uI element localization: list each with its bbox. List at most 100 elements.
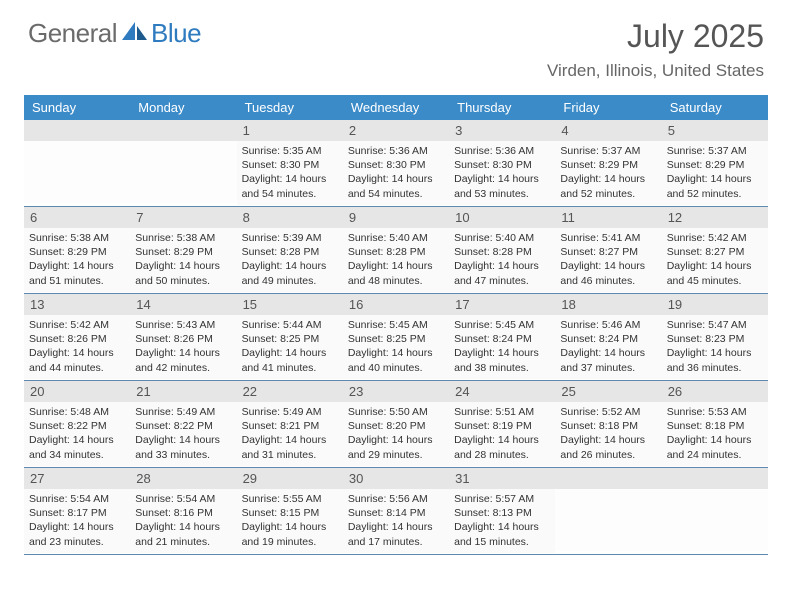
sunset-text: Sunset: 8:24 PM <box>560 332 657 346</box>
week-row: 13Sunrise: 5:42 AMSunset: 8:26 PMDayligh… <box>24 294 768 381</box>
sunset-text: Sunset: 8:30 PM <box>454 158 551 172</box>
sunset-text: Sunset: 8:18 PM <box>560 419 657 433</box>
day-body: Sunrise: 5:36 AMSunset: 8:30 PMDaylight:… <box>449 141 555 205</box>
daylight-text: Daylight: 14 hours and 42 minutes. <box>135 346 232 374</box>
daylight-text: Daylight: 14 hours and 54 minutes. <box>348 172 445 200</box>
day-body: Sunrise: 5:46 AMSunset: 8:24 PMDaylight:… <box>555 315 661 379</box>
sunrise-text: Sunrise: 5:40 AM <box>348 231 445 245</box>
day-number: 9 <box>343 207 449 228</box>
sunrise-text: Sunrise: 5:42 AM <box>667 231 764 245</box>
sunset-text: Sunset: 8:30 PM <box>242 158 339 172</box>
sunset-text: Sunset: 8:17 PM <box>29 506 126 520</box>
daylight-text: Daylight: 14 hours and 49 minutes. <box>242 259 339 287</box>
day-body: Sunrise: 5:40 AMSunset: 8:28 PMDaylight:… <box>449 228 555 292</box>
day-number: 21 <box>130 381 236 402</box>
daylight-text: Daylight: 14 hours and 46 minutes. <box>560 259 657 287</box>
day-body: Sunrise: 5:38 AMSunset: 8:29 PMDaylight:… <box>24 228 130 292</box>
sunset-text: Sunset: 8:29 PM <box>560 158 657 172</box>
sunrise-text: Sunrise: 5:46 AM <box>560 318 657 332</box>
daylight-text: Daylight: 14 hours and 37 minutes. <box>560 346 657 374</box>
sunset-text: Sunset: 8:26 PM <box>29 332 126 346</box>
day-body: Sunrise: 5:37 AMSunset: 8:29 PMDaylight:… <box>555 141 661 205</box>
day-cell <box>662 468 768 554</box>
daylight-text: Daylight: 14 hours and 47 minutes. <box>454 259 551 287</box>
sunrise-text: Sunrise: 5:57 AM <box>454 492 551 506</box>
daylight-text: Daylight: 14 hours and 17 minutes. <box>348 520 445 548</box>
sunrise-text: Sunrise: 5:44 AM <box>242 318 339 332</box>
daylight-text: Daylight: 14 hours and 33 minutes. <box>135 433 232 461</box>
sunset-text: Sunset: 8:22 PM <box>135 419 232 433</box>
day-cell: 30Sunrise: 5:56 AMSunset: 8:14 PMDayligh… <box>343 468 449 554</box>
day-body: Sunrise: 5:40 AMSunset: 8:28 PMDaylight:… <box>343 228 449 292</box>
sunset-text: Sunset: 8:28 PM <box>348 245 445 259</box>
sunrise-text: Sunrise: 5:43 AM <box>135 318 232 332</box>
daylight-text: Daylight: 14 hours and 24 minutes. <box>667 433 764 461</box>
day-cell: 19Sunrise: 5:47 AMSunset: 8:23 PMDayligh… <box>662 294 768 380</box>
title-block: July 2025 Virden, Illinois, United State… <box>547 18 764 81</box>
day-cell: 22Sunrise: 5:49 AMSunset: 8:21 PMDayligh… <box>237 381 343 467</box>
day-cell: 11Sunrise: 5:41 AMSunset: 8:27 PMDayligh… <box>555 207 661 293</box>
day-cell: 25Sunrise: 5:52 AMSunset: 8:18 PMDayligh… <box>555 381 661 467</box>
sunrise-text: Sunrise: 5:41 AM <box>560 231 657 245</box>
day-cell: 2Sunrise: 5:36 AMSunset: 8:30 PMDaylight… <box>343 120 449 206</box>
day-cell: 31Sunrise: 5:57 AMSunset: 8:13 PMDayligh… <box>449 468 555 554</box>
sunrise-text: Sunrise: 5:35 AM <box>242 144 339 158</box>
day-cell: 7Sunrise: 5:38 AMSunset: 8:29 PMDaylight… <box>130 207 236 293</box>
week-row: 20Sunrise: 5:48 AMSunset: 8:22 PMDayligh… <box>24 381 768 468</box>
day-number: 28 <box>130 468 236 489</box>
daylight-text: Daylight: 14 hours and 38 minutes. <box>454 346 551 374</box>
day-number: 15 <box>237 294 343 315</box>
sunrise-text: Sunrise: 5:54 AM <box>29 492 126 506</box>
day-number: 3 <box>449 120 555 141</box>
day-number: 16 <box>343 294 449 315</box>
day-body: Sunrise: 5:49 AMSunset: 8:22 PMDaylight:… <box>130 402 236 466</box>
sunset-text: Sunset: 8:22 PM <box>29 419 126 433</box>
sunrise-text: Sunrise: 5:40 AM <box>454 231 551 245</box>
logo-text-blue: Blue <box>151 18 201 49</box>
day-number: 29 <box>237 468 343 489</box>
daylight-text: Daylight: 14 hours and 40 minutes. <box>348 346 445 374</box>
daylight-text: Daylight: 14 hours and 52 minutes. <box>560 172 657 200</box>
sunset-text: Sunset: 8:19 PM <box>454 419 551 433</box>
day-number: 11 <box>555 207 661 228</box>
day-number: 5 <box>662 120 768 141</box>
day-body: Sunrise: 5:54 AMSunset: 8:17 PMDaylight:… <box>24 489 130 553</box>
daylight-text: Daylight: 14 hours and 52 minutes. <box>667 172 764 200</box>
sunset-text: Sunset: 8:15 PM <box>242 506 339 520</box>
day-number: 4 <box>555 120 661 141</box>
sunset-text: Sunset: 8:20 PM <box>348 419 445 433</box>
day-cell: 6Sunrise: 5:38 AMSunset: 8:29 PMDaylight… <box>24 207 130 293</box>
week-row: 27Sunrise: 5:54 AMSunset: 8:17 PMDayligh… <box>24 468 768 555</box>
weeks-container: 1Sunrise: 5:35 AMSunset: 8:30 PMDaylight… <box>24 120 768 555</box>
day-number: 2 <box>343 120 449 141</box>
day-cell: 29Sunrise: 5:55 AMSunset: 8:15 PMDayligh… <box>237 468 343 554</box>
sunrise-text: Sunrise: 5:36 AM <box>454 144 551 158</box>
day-body: Sunrise: 5:52 AMSunset: 8:18 PMDaylight:… <box>555 402 661 466</box>
location: Virden, Illinois, United States <box>547 61 764 81</box>
day-body: Sunrise: 5:37 AMSunset: 8:29 PMDaylight:… <box>662 141 768 205</box>
day-cell: 15Sunrise: 5:44 AMSunset: 8:25 PMDayligh… <box>237 294 343 380</box>
dow-header: Thursday <box>449 95 555 120</box>
sunrise-text: Sunrise: 5:48 AM <box>29 405 126 419</box>
logo-sail-icon <box>121 20 149 47</box>
dow-header: Tuesday <box>237 95 343 120</box>
daylight-text: Daylight: 14 hours and 28 minutes. <box>454 433 551 461</box>
sunrise-text: Sunrise: 5:49 AM <box>242 405 339 419</box>
sunrise-text: Sunrise: 5:38 AM <box>135 231 232 245</box>
day-body <box>24 141 130 203</box>
daylight-text: Daylight: 14 hours and 53 minutes. <box>454 172 551 200</box>
day-body: Sunrise: 5:45 AMSunset: 8:24 PMDaylight:… <box>449 315 555 379</box>
day-body <box>662 489 768 551</box>
day-cell: 16Sunrise: 5:45 AMSunset: 8:25 PMDayligh… <box>343 294 449 380</box>
sunrise-text: Sunrise: 5:53 AM <box>667 405 764 419</box>
day-number: 14 <box>130 294 236 315</box>
day-cell: 3Sunrise: 5:36 AMSunset: 8:30 PMDaylight… <box>449 120 555 206</box>
sunrise-text: Sunrise: 5:36 AM <box>348 144 445 158</box>
sunrise-text: Sunrise: 5:37 AM <box>560 144 657 158</box>
day-number: 8 <box>237 207 343 228</box>
day-cell: 13Sunrise: 5:42 AMSunset: 8:26 PMDayligh… <box>24 294 130 380</box>
sunset-text: Sunset: 8:24 PM <box>454 332 551 346</box>
day-body: Sunrise: 5:48 AMSunset: 8:22 PMDaylight:… <box>24 402 130 466</box>
sunrise-text: Sunrise: 5:45 AM <box>348 318 445 332</box>
day-cell <box>24 120 130 206</box>
